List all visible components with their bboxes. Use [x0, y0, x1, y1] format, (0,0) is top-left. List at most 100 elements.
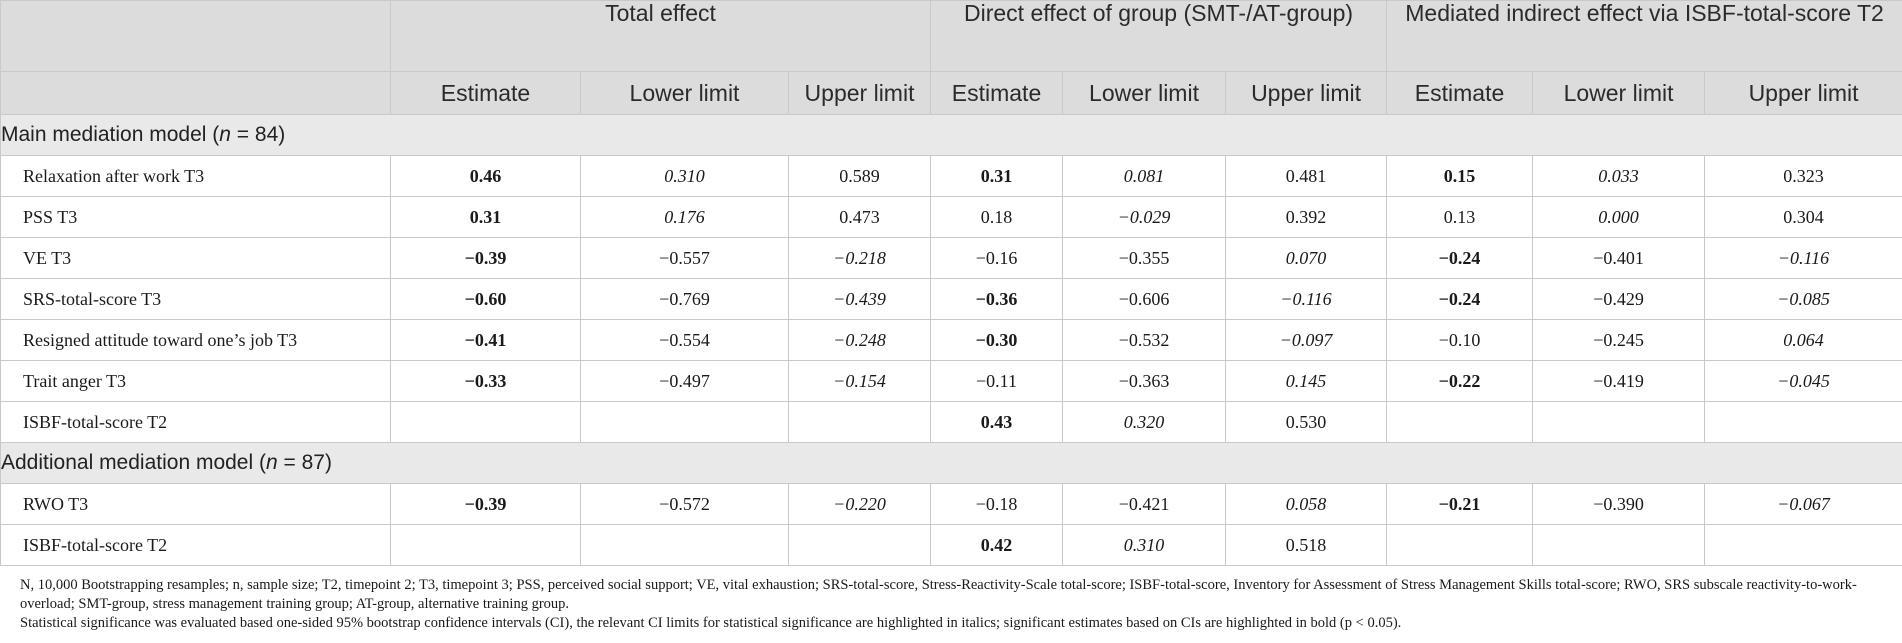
table-cell: 0.46: [390, 155, 581, 197]
table-cell: −0.21: [1386, 483, 1534, 525]
subheader-estimate: Estimate: [390, 71, 581, 115]
section-title-suffix: = 84): [230, 123, 286, 146]
table-cell: −0.497: [580, 360, 789, 402]
table-cell: 0.176: [580, 196, 789, 238]
header-row-subcolumns: Estimate Lower limit Upper limit Estimat…: [0, 71, 1902, 115]
header-corner-cell-lower: [0, 71, 391, 115]
section-title-prefix: Additional mediation model (: [1, 451, 266, 474]
section-header-row: Additional mediation model (n = 87): [0, 442, 1902, 484]
table-row: ISBF-total-score T2 0.42 0.310 0.518: [0, 524, 1902, 566]
table-cell: 0.033: [1532, 155, 1706, 197]
subheader-upper-limit: Upper limit: [787, 71, 932, 115]
table-cell: −0.41: [390, 319, 581, 361]
table-cell: −0.390: [1532, 483, 1706, 525]
table-cell: −0.421: [1062, 483, 1227, 525]
table-cell: 0.320: [1062, 401, 1227, 443]
table-cell: −0.606: [1062, 278, 1227, 320]
section-title: Additional mediation model (n = 87): [0, 442, 1902, 484]
table-cell: [1532, 401, 1706, 443]
table-cell: 0.42: [930, 524, 1064, 566]
table-cell: 0.15: [1386, 155, 1534, 197]
table-cell: 0.070: [1225, 237, 1388, 279]
table-cell: 0.310: [580, 155, 789, 197]
table-cell: −0.439: [787, 278, 932, 320]
table-body: Main mediation model (n = 84) Relaxation …: [0, 114, 1902, 566]
table-cell: −0.355: [1062, 237, 1227, 279]
row-label: ISBF-total-score T2: [0, 401, 391, 443]
table-row: Relaxation after work T3 0.46 0.310 0.589 0.…: [0, 155, 1902, 197]
subheader-upper-limit: Upper limit: [1704, 71, 1902, 115]
table-cell: −0.22: [1386, 360, 1534, 402]
table-cell: −0.16: [930, 237, 1064, 279]
table-cell: −0.557: [580, 237, 789, 279]
table-row: Trait anger T3 −0.33 −0.497 −0.154 −0.11 −0.3…: [0, 360, 1902, 402]
table-cell: 0.473: [787, 196, 932, 238]
table-cell: −0.33: [390, 360, 581, 402]
table-cell: 0.145: [1225, 360, 1388, 402]
table-cell: 0.304: [1704, 196, 1902, 238]
table-row: RWO T3 −0.39 −0.572 −0.220 −0.18 −0.421 0.058−…: [0, 483, 1902, 525]
table-cell: 0.43: [930, 401, 1064, 443]
table-cell: −0.116: [1704, 237, 1902, 279]
table-cell: −0.532: [1062, 319, 1227, 361]
table-cell: [1704, 401, 1902, 443]
table-cell: −0.363: [1062, 360, 1227, 402]
footnote-significance: Statistical significance was evaluated b…: [20, 615, 1402, 631]
subheader-estimate: Estimate: [930, 71, 1064, 115]
table-cell: −0.116: [1225, 278, 1388, 320]
table-cell: −0.085: [1704, 278, 1902, 320]
table-cell: −0.769: [580, 278, 789, 320]
subheader-lower-limit: Lower limit: [580, 71, 789, 115]
table-cell: −0.18: [930, 483, 1064, 525]
table-cell: −0.154: [787, 360, 932, 402]
table-cell: [1386, 401, 1534, 443]
header-group-indirect-effect: Mediated indirect effect via ISBF-total-…: [1386, 0, 1902, 72]
table-cell: 0.31: [930, 155, 1064, 197]
table-cell: 0.13: [1386, 196, 1534, 238]
subheader-lower-limit: Lower limit: [1062, 71, 1227, 115]
table-cell: −0.39: [390, 237, 581, 279]
table-cell: 0.081: [1062, 155, 1227, 197]
table-cell: [1704, 524, 1902, 566]
table-cell: −0.30: [930, 319, 1064, 361]
table-cell: −0.245: [1532, 319, 1706, 361]
section-header-row: Main mediation model (n = 84): [0, 114, 1902, 156]
table-cell: [390, 524, 581, 566]
table-cell: 0.18: [930, 196, 1064, 238]
table-cell: −0.029: [1062, 196, 1227, 238]
table-cell: 0.518: [1225, 524, 1388, 566]
subheader-estimate: Estimate: [1386, 71, 1534, 115]
table-cell: [580, 524, 789, 566]
mediation-results-table: Total effect Direct effect of group (SMT…: [0, 0, 1902, 566]
section-title-suffix: = 87): [277, 451, 332, 474]
table-cell: −0.572: [580, 483, 789, 525]
table-cell: −0.097: [1225, 319, 1388, 361]
table-cell: −0.218: [787, 237, 932, 279]
header-group-total-effect: Total effect: [389, 0, 932, 72]
table-cell: [787, 401, 932, 443]
row-label: VE T3: [0, 237, 391, 279]
table-cell: 0.392: [1225, 196, 1388, 238]
header-group-direct-effect: Direct effect of group (SMT-/AT-group): [930, 0, 1388, 72]
table-row: Resigned attitude toward one’s job T3 −0.…: [0, 319, 1902, 361]
subheader-upper-limit: Upper limit: [1225, 71, 1388, 115]
table-cell: [580, 401, 789, 443]
table-cell: 0.31: [390, 196, 581, 238]
subheader-lower-limit: Lower limit: [1532, 71, 1706, 115]
section-title-variable: n: [265, 451, 278, 474]
header-corner-cell: [0, 0, 391, 72]
table-cell: −0.045: [1704, 360, 1902, 402]
table-cell: [1386, 524, 1534, 566]
table-row: VE T3 −0.39 −0.557 −0.218 −0.16 −0.355 0.070 −0…: [0, 237, 1902, 279]
table-cell: −0.220: [787, 483, 932, 525]
table-row: PSS T3 0.31 0.176 0.473 0.18 −0.029 0.392 0.13 0…: [0, 196, 1902, 238]
row-label: RWO T3: [0, 483, 391, 525]
table-cell: 0.589: [787, 155, 932, 197]
table-cell: [787, 524, 932, 566]
row-label: PSS T3: [0, 196, 391, 238]
table-cell: −0.10: [1386, 319, 1534, 361]
table-cell: −0.429: [1532, 278, 1706, 320]
table-cell: −0.36: [930, 278, 1064, 320]
section-title: Main mediation model (n = 84): [0, 114, 1902, 156]
